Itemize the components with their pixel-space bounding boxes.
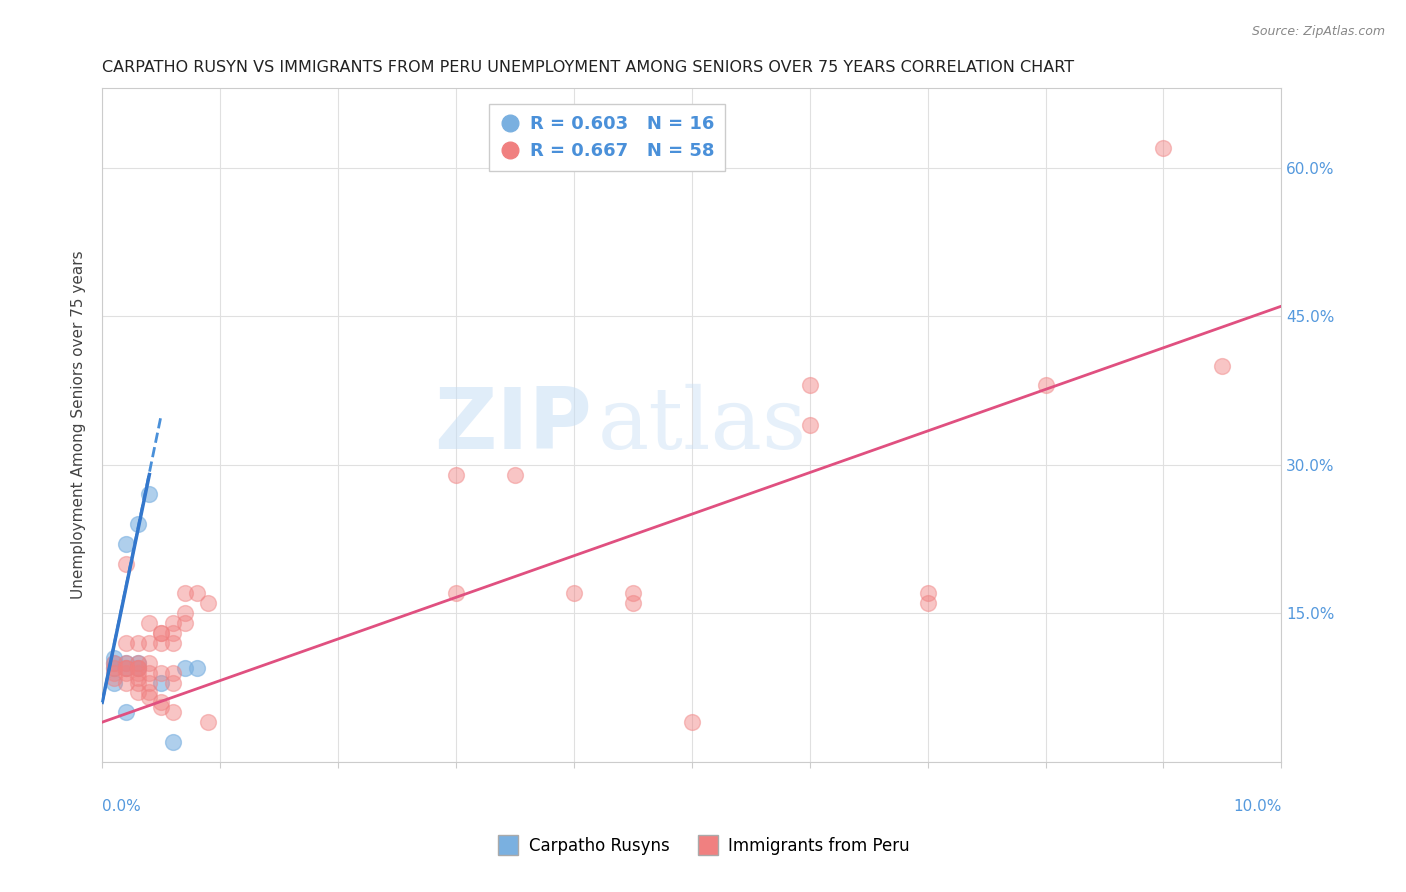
Point bbox=[103, 650, 125, 665]
Point bbox=[162, 705, 184, 719]
Point bbox=[173, 616, 195, 631]
Point bbox=[186, 586, 208, 600]
Point bbox=[138, 616, 160, 631]
Point bbox=[162, 626, 184, 640]
Point bbox=[621, 596, 644, 610]
Point bbox=[173, 586, 195, 600]
Point bbox=[138, 665, 160, 680]
Point bbox=[150, 665, 173, 680]
Point bbox=[197, 596, 219, 610]
Point bbox=[114, 665, 136, 680]
Point bbox=[114, 636, 136, 650]
Point bbox=[444, 586, 467, 600]
Point bbox=[138, 675, 160, 690]
Point bbox=[127, 661, 149, 675]
Point bbox=[1211, 359, 1233, 373]
Point bbox=[681, 715, 703, 730]
Point bbox=[917, 586, 939, 600]
Point bbox=[114, 557, 136, 571]
Point bbox=[138, 690, 160, 705]
Point bbox=[138, 487, 160, 501]
Point bbox=[114, 656, 136, 670]
Point bbox=[127, 675, 149, 690]
Point bbox=[114, 656, 136, 670]
Point bbox=[162, 735, 184, 749]
Point bbox=[150, 700, 173, 714]
Point bbox=[114, 537, 136, 551]
Point bbox=[114, 661, 136, 675]
Point bbox=[103, 656, 125, 670]
Text: atlas: atlas bbox=[598, 384, 807, 467]
Text: ZIP: ZIP bbox=[434, 384, 592, 467]
Point bbox=[127, 665, 149, 680]
Point bbox=[103, 656, 125, 670]
Text: 0.0%: 0.0% bbox=[103, 799, 141, 814]
Point bbox=[150, 675, 173, 690]
Point bbox=[150, 626, 173, 640]
Point bbox=[127, 636, 149, 650]
Legend: R = 0.603   N = 16, R = 0.667   N = 58: R = 0.603 N = 16, R = 0.667 N = 58 bbox=[488, 104, 725, 170]
Text: Source: ZipAtlas.com: Source: ZipAtlas.com bbox=[1251, 25, 1385, 38]
Point bbox=[127, 661, 149, 675]
Point bbox=[114, 661, 136, 675]
Point bbox=[138, 636, 160, 650]
Point bbox=[186, 661, 208, 675]
Point bbox=[114, 705, 136, 719]
Point bbox=[173, 661, 195, 675]
Text: 10.0%: 10.0% bbox=[1233, 799, 1281, 814]
Point bbox=[150, 636, 173, 650]
Point bbox=[103, 671, 125, 685]
Point bbox=[621, 586, 644, 600]
Point bbox=[127, 656, 149, 670]
Point bbox=[503, 467, 526, 482]
Point bbox=[162, 675, 184, 690]
Point bbox=[127, 656, 149, 670]
Point bbox=[562, 586, 585, 600]
Point bbox=[173, 606, 195, 620]
Point bbox=[150, 695, 173, 709]
Point bbox=[138, 685, 160, 699]
Point bbox=[103, 665, 125, 680]
Point bbox=[138, 656, 160, 670]
Point bbox=[1153, 141, 1175, 155]
Y-axis label: Unemployment Among Seniors over 75 years: Unemployment Among Seniors over 75 years bbox=[72, 251, 86, 599]
Point bbox=[114, 661, 136, 675]
Point bbox=[150, 626, 173, 640]
Point bbox=[162, 665, 184, 680]
Point bbox=[103, 675, 125, 690]
Point bbox=[127, 671, 149, 685]
Point bbox=[103, 661, 125, 675]
Legend: Carpatho Rusyns, Immigrants from Peru: Carpatho Rusyns, Immigrants from Peru bbox=[489, 830, 917, 862]
Point bbox=[162, 616, 184, 631]
Point bbox=[799, 417, 821, 432]
Point bbox=[1035, 378, 1057, 392]
Point bbox=[114, 675, 136, 690]
Text: CARPATHO RUSYN VS IMMIGRANTS FROM PERU UNEMPLOYMENT AMONG SENIORS OVER 75 YEARS : CARPATHO RUSYN VS IMMIGRANTS FROM PERU U… bbox=[103, 60, 1074, 75]
Point bbox=[127, 685, 149, 699]
Point bbox=[444, 467, 467, 482]
Point bbox=[103, 661, 125, 675]
Point bbox=[127, 661, 149, 675]
Point bbox=[197, 715, 219, 730]
Point bbox=[127, 517, 149, 532]
Point bbox=[162, 636, 184, 650]
Point bbox=[799, 378, 821, 392]
Point bbox=[917, 596, 939, 610]
